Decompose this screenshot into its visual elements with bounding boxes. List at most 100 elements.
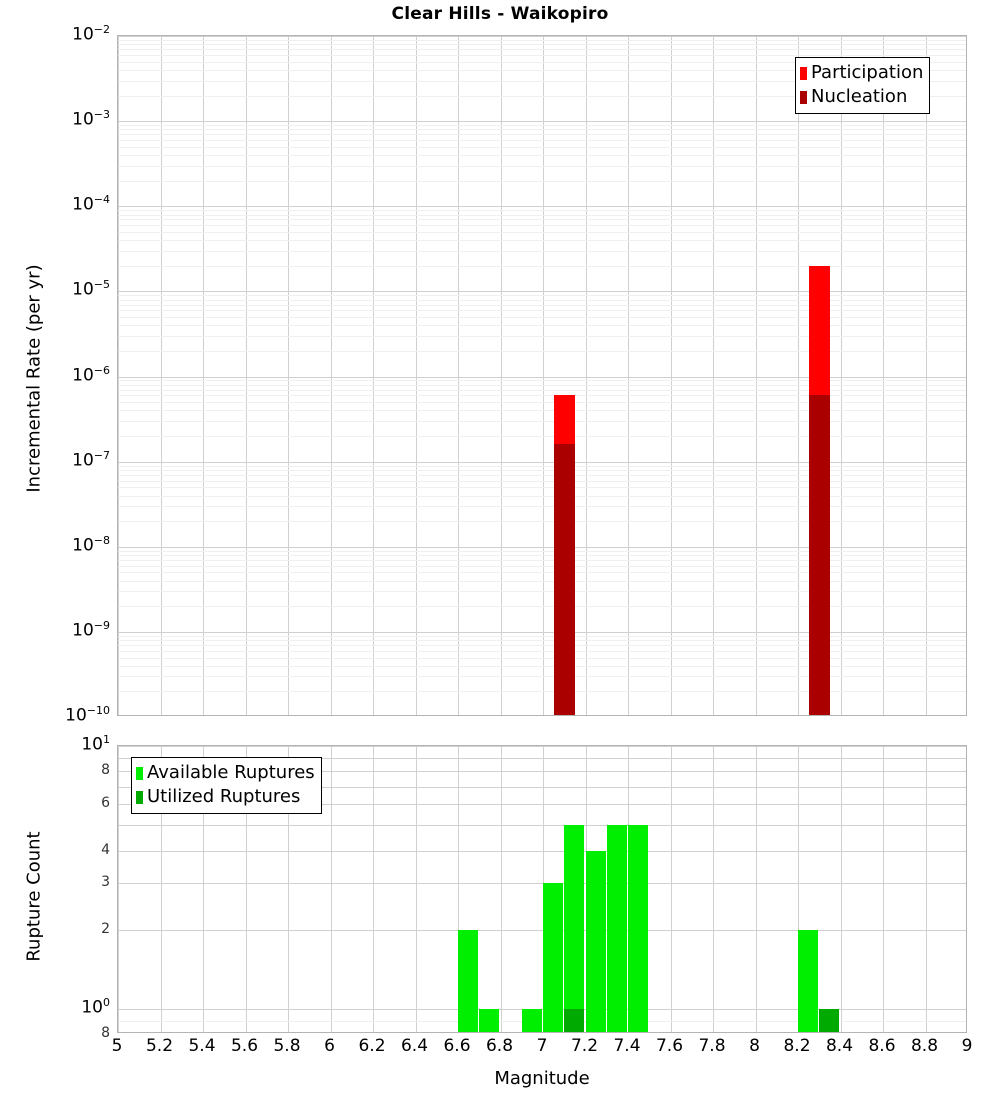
bottom-panel-legend: Available Ruptures Utilized Ruptures [131,757,322,814]
bar-available-ruptures [798,929,819,1032]
gridline-vertical [160,36,162,715]
x-tick-label: 9 [961,1036,973,1056]
gridline-vertical [203,746,204,1032]
gridline-horizontal-minor [118,350,966,352]
legend-color-swatch-icon [800,90,807,104]
gridline-horizontal-minor [118,180,966,182]
gridline-horizontal-minor [118,231,966,233]
gridline-horizontal-minor [118,565,966,567]
gridline-horizontal-minor [118,295,966,297]
gridline-horizontal-major [118,376,966,378]
bar-utilized-ruptures [819,1008,840,1032]
gridline-vertical [798,36,799,715]
gridline-horizontal-major [118,36,966,37]
gridline-horizontal-minor [118,402,966,404]
gridline-horizontal-minor [118,146,966,148]
gridline-horizontal-major [118,771,966,773]
gridline-vertical [713,36,714,715]
gridline-horizontal-major [118,883,966,885]
gridline-horizontal-minor [118,165,966,167]
gridline-horizontal-minor [118,521,966,523]
gridline-horizontal-minor [118,572,966,574]
x-tick-label: 8.6 [868,1036,896,1056]
gridline-horizontal-minor [118,134,966,136]
y-tick-label: 10−2 [72,22,110,45]
gridline-vertical [543,36,544,715]
x-tick-label: 6.6 [443,1036,471,1056]
gridline-vertical [245,746,247,1032]
x-tick-label: 5 [111,1036,123,1056]
gridline-horizontal-minor [118,1020,966,1022]
gridline-horizontal-minor [118,210,966,212]
y-tick-label: 4 [101,841,110,858]
gridline-horizontal-minor [118,140,966,141]
legend-color-swatch-icon [136,766,143,780]
gridline-vertical [500,36,502,715]
gridline-horizontal-minor [118,465,966,467]
gridline-vertical [883,36,884,715]
bar-nucleation [553,444,575,715]
gridline-vertical [925,36,927,715]
top-panel-legend-item: Participation [800,61,923,85]
gridline-horizontal-minor [118,665,966,667]
gridline-horizontal-minor [118,265,966,267]
y-tick-label: 6 [101,795,110,812]
gridline-horizontal-minor [118,691,966,693]
gridline-horizontal-major [118,631,966,633]
gridline-horizontal-major [118,804,966,806]
gridline-vertical [415,36,417,715]
gridline-horizontal-minor [118,49,966,51]
legend-label: Nucleation [811,86,908,107]
gridline-horizontal-minor [118,214,966,216]
legend-color-swatch-icon [800,66,807,80]
gridline-vertical [755,36,757,715]
gridline-horizontal-major [118,206,966,208]
gridline-vertical [288,36,289,715]
gridline-horizontal-minor [118,480,966,482]
gridline-vertical [415,746,417,1032]
gridline-horizontal-minor [118,380,966,382]
x-tick-label: 6.8 [485,1036,514,1056]
top-panel-y-axis-title: Incremental Rate (per yr) [23,264,45,493]
gridline-horizontal-minor [118,676,966,678]
x-tick-label: 7.8 [698,1036,726,1056]
gridline-vertical [925,746,927,1032]
gridline-horizontal-major [118,786,966,788]
bottom-panel-bars [118,746,966,1032]
x-tick-label: 7 [536,1036,548,1056]
gridline-horizontal-minor [118,591,966,593]
y-tick-label: 101 [81,732,110,755]
gridline-vertical [458,36,459,715]
bar-available-ruptures [585,850,606,1032]
gridline-horizontal-minor [118,657,966,659]
gridline-horizontal-minor [118,555,966,556]
gridline-horizontal-minor [118,310,966,312]
gridline-horizontal-major [118,291,966,293]
gridline-vertical [245,36,247,715]
top-panel-y-ticks: 10−2 10−3 10−4 10−5 10−6 10−7 10−8 10−9 10−10 [6,24,110,724]
gridline-horizontal-minor [118,389,966,391]
gridline-horizontal-minor [118,39,966,41]
gridline-horizontal-minor [118,384,966,386]
gridline-horizontal-minor [118,250,966,252]
y-tick-label: 100 [81,995,110,1018]
gridline-horizontal-minor [118,61,966,63]
y-tick-label: 10−4 [72,193,110,215]
gridline-horizontal-major [118,461,966,463]
gridline-vertical [628,36,629,715]
gridline-vertical [203,36,204,715]
gridline-horizontal-major [118,121,966,123]
gridline-horizontal-minor [118,240,966,242]
bar-available-ruptures [479,1008,500,1032]
gridline-horizontal-minor [118,487,966,489]
gridline-vertical [160,746,162,1032]
gridline-horizontal-minor [118,421,966,422]
gridline-horizontal-minor [118,506,966,508]
bottom-panel-legend-item: Utilized Ruptures [136,785,315,809]
gridline-vertical [755,746,757,1032]
y-tick-label: 10−10 [65,703,110,726]
gridline-horizontal-minor [118,410,966,412]
x-tick-label: 6.2 [358,1036,386,1056]
x-axis-title: Magnitude [494,1068,590,1089]
